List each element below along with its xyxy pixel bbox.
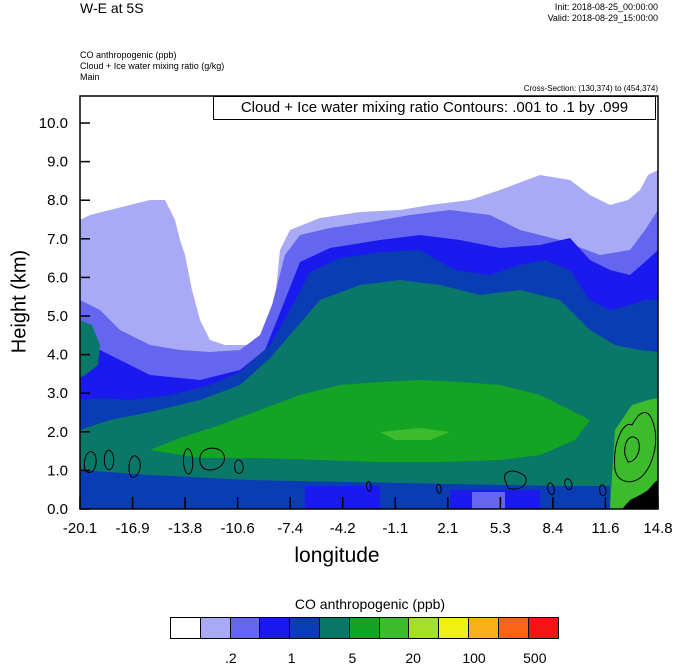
x-tick-label: -10.6 [221, 520, 255, 537]
colorbar-tick-label: 5 [348, 650, 357, 666]
y-tick-label: 9.0 [47, 154, 68, 171]
cloud-contour [547, 482, 555, 496]
cloud-contour [182, 448, 194, 475]
field-label-main: Main [80, 72, 100, 82]
cloud-contour [614, 412, 657, 483]
colorbar-swatch [349, 618, 380, 638]
y-tick-label: 8.0 [47, 192, 68, 209]
cloud-contour [199, 447, 225, 471]
cloud-contour [564, 478, 573, 490]
cloud-contours [83, 412, 657, 497]
co-layer-green [150, 380, 590, 462]
colorbar-tick-label: 20 [405, 650, 421, 666]
colorbar-swatch [260, 618, 291, 638]
y-axis-title: Height (km) [8, 249, 31, 354]
cloud-contour [103, 449, 115, 471]
x-tick-label: -4.2 [330, 520, 356, 537]
plot-title: W-E at 5S [80, 0, 144, 16]
y-tick-label: 10.0 [39, 115, 68, 132]
colorbar-swatch [171, 618, 201, 638]
y-tick-label: 4.0 [47, 347, 68, 364]
x-tick-label: -1.1 [382, 520, 408, 537]
co-layer-surface-lavender [472, 492, 505, 509]
cloud-contour [128, 455, 141, 478]
x-tick-label: -13.8 [168, 520, 202, 537]
co-layer-light-green [380, 428, 450, 440]
x-tick-label: 14.8 [643, 520, 672, 537]
y-tick-label: 0.0 [47, 501, 68, 518]
cloud-contour [83, 450, 97, 473]
colorbar-swatch [379, 618, 410, 638]
cloud-contour [436, 483, 442, 494]
cloud-contour [504, 470, 527, 490]
y-tick-label: 5.0 [47, 308, 68, 325]
y-tick-label: 6.0 [47, 269, 68, 286]
y-tick-label: 7.0 [47, 231, 68, 248]
colorbar-swatch [498, 618, 529, 638]
x-axis: -20.1 -16.9 -13.8 -10.6 -7.4 -4.2 -1.1 2.1 5.3 8.… [63, 497, 673, 537]
y-tick-label: 1.0 [47, 462, 68, 479]
colorbar-swatch [528, 618, 559, 638]
x-axis-title: longitude [294, 544, 380, 567]
colorbar-swatch [200, 618, 231, 638]
colorbar-tick-label: 500 [523, 650, 547, 666]
x-tick-label: 11.6 [591, 520, 619, 537]
colorbar-swatch [319, 618, 350, 638]
land-terrain [622, 480, 658, 509]
colorbar-tick-label: 1 [287, 650, 296, 666]
co-layer-light-green-east [610, 398, 658, 509]
valid-time-label: Valid: 2018-08-29_15:00:00 [547, 13, 658, 23]
cloud-contour [234, 459, 244, 474]
contour-info-label: Cloud + Ice water mixing ratio Contours:… [213, 96, 656, 120]
colorbar-swatch [409, 618, 440, 638]
colorbar-swatch [230, 618, 261, 638]
colorbar-swatch [290, 618, 320, 638]
x-tick-label: 5.3 [490, 520, 511, 537]
field-label-cloud-ice: Cloud + Ice water mixing ratio (g/kg) [80, 61, 225, 71]
y-tick-label: 2.0 [47, 424, 68, 441]
x-tick-label: 8.4 [542, 520, 563, 537]
colorbar-swatch [439, 618, 469, 638]
cross-section-label: Cross-Section: (130,374) to (454,374) [523, 84, 658, 93]
init-time-label: Init: 2018-08-25_00:00:00 [554, 2, 658, 12]
field-label-co: CO anthropogenic (ppb) [80, 50, 177, 60]
x-tick-label: -7.4 [277, 520, 303, 537]
cloud-contour [366, 481, 372, 492]
x-tick-label: 2.1 [437, 520, 458, 537]
cloud-contour [624, 436, 640, 463]
colorbar-tick-label: .2 [224, 650, 237, 666]
plot-area [80, 96, 658, 509]
y-tick-label: 3.0 [47, 385, 68, 402]
co-layer-teal-left-plume [80, 320, 100, 378]
colorbar [170, 617, 560, 639]
cloud-contour [599, 484, 607, 497]
colorbar-title: CO anthropogenic (ppb) [294, 596, 446, 612]
x-tick-label: -16.9 [115, 520, 149, 537]
y-axis: 0.0 1.0 2.0 3.0 4.0 5.0 6.0 7.0 8.0 9.0 10.0 [39, 115, 90, 518]
colorbar-swatch [468, 618, 499, 638]
x-tick-label: -20.1 [63, 520, 97, 537]
colorbar-tick-label: 100 [462, 650, 486, 666]
